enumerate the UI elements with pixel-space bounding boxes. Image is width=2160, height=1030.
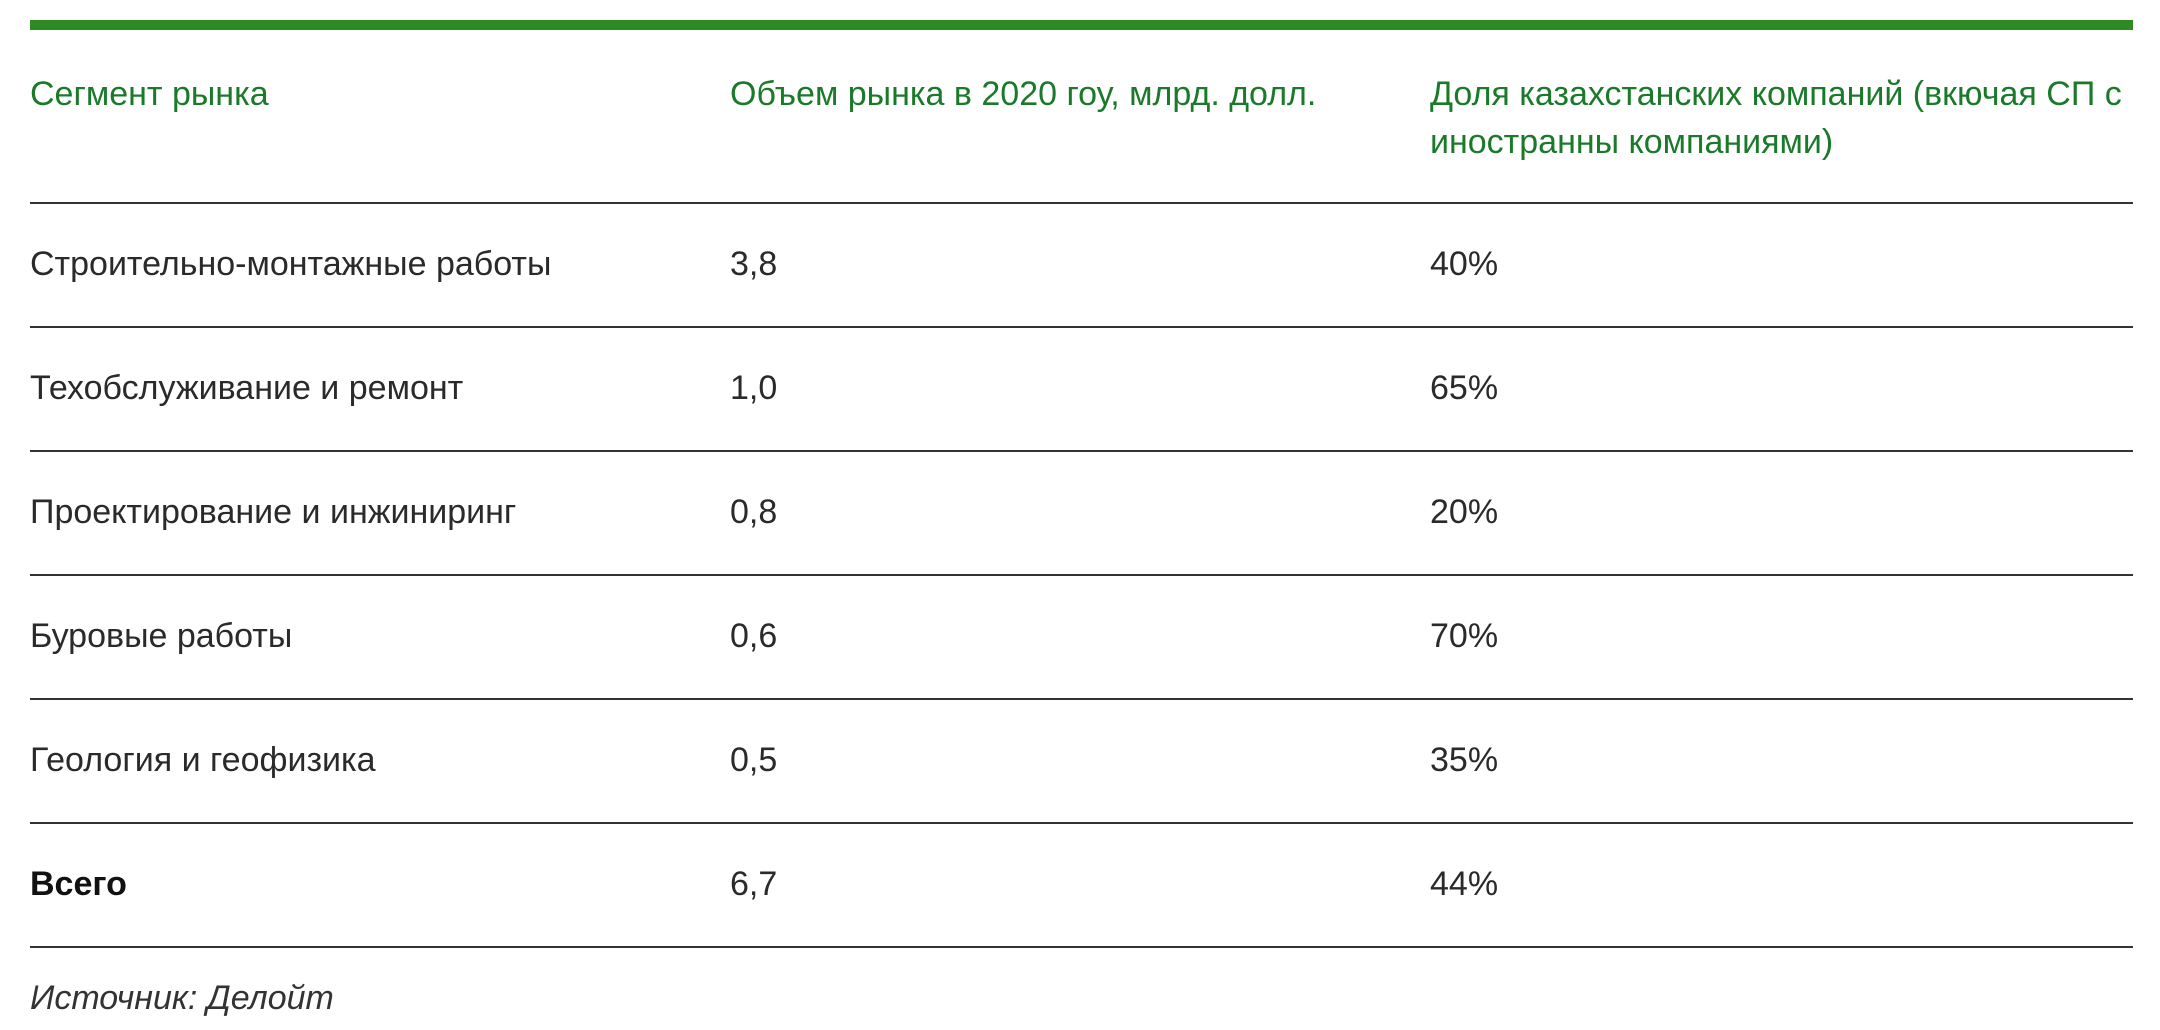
share-cell: 20% — [1430, 493, 1499, 531]
total-volume-cell: 6,7 — [730, 865, 778, 903]
table-row: Строительно-монтажные работы 3,8 40% — [30, 204, 2133, 328]
table-row: Геология и геофизика 0,5 35% — [30, 700, 2133, 824]
header-segment: Сегмент рынка — [30, 75, 269, 113]
top-accent-bar — [30, 20, 2133, 30]
volume-cell: 0,6 — [730, 617, 778, 655]
market-table-figure: Сегмент рынка Объем рынка в 2020 гоу, мл… — [30, 0, 2133, 1030]
segment-cell: Техобслуживание и ремонт — [30, 369, 464, 407]
table-header-row: Сегмент рынка Объем рынка в 2020 гоу, мл… — [30, 30, 2133, 204]
total-share-cell: 44% — [1430, 865, 1499, 903]
total-label-cell: Всего — [30, 865, 127, 903]
share-cell: 35% — [1430, 741, 1499, 779]
table-row: Буровые работы 0,6 70% — [30, 576, 2133, 700]
segment-cell: Проектирование и инжиниринг — [30, 493, 517, 531]
share-cell: 65% — [1430, 369, 1499, 407]
market-segment-table: Сегмент рынка Объем рынка в 2020 гоу, мл… — [30, 30, 2133, 948]
source-note: Источник: Делойт — [30, 979, 334, 1017]
volume-cell: 1,0 — [730, 369, 778, 407]
header-market-volume: Объем рынка в 2020 гоу, млрд. долл. — [730, 75, 1317, 113]
table-row: Проектирование и инжиниринг 0,8 20% — [30, 452, 2133, 576]
table-total-row: Всего 6,7 44% — [30, 824, 2133, 948]
table-row: Техобслуживание и ремонт 1,0 65% — [30, 328, 2133, 452]
share-cell: 40% — [1430, 245, 1499, 283]
share-cell: 70% — [1430, 617, 1499, 655]
segment-cell: Буровые работы — [30, 617, 293, 655]
volume-cell: 0,5 — [730, 741, 778, 779]
segment-cell: Строительно-монтажные работы — [30, 245, 552, 283]
volume-cell: 3,8 — [730, 245, 778, 283]
segment-cell: Геология и геофизика — [30, 741, 376, 779]
header-kazakh-share: Доля казахстанских компаний (вкючая СП с… — [1430, 75, 2122, 161]
volume-cell: 0,8 — [730, 493, 778, 531]
